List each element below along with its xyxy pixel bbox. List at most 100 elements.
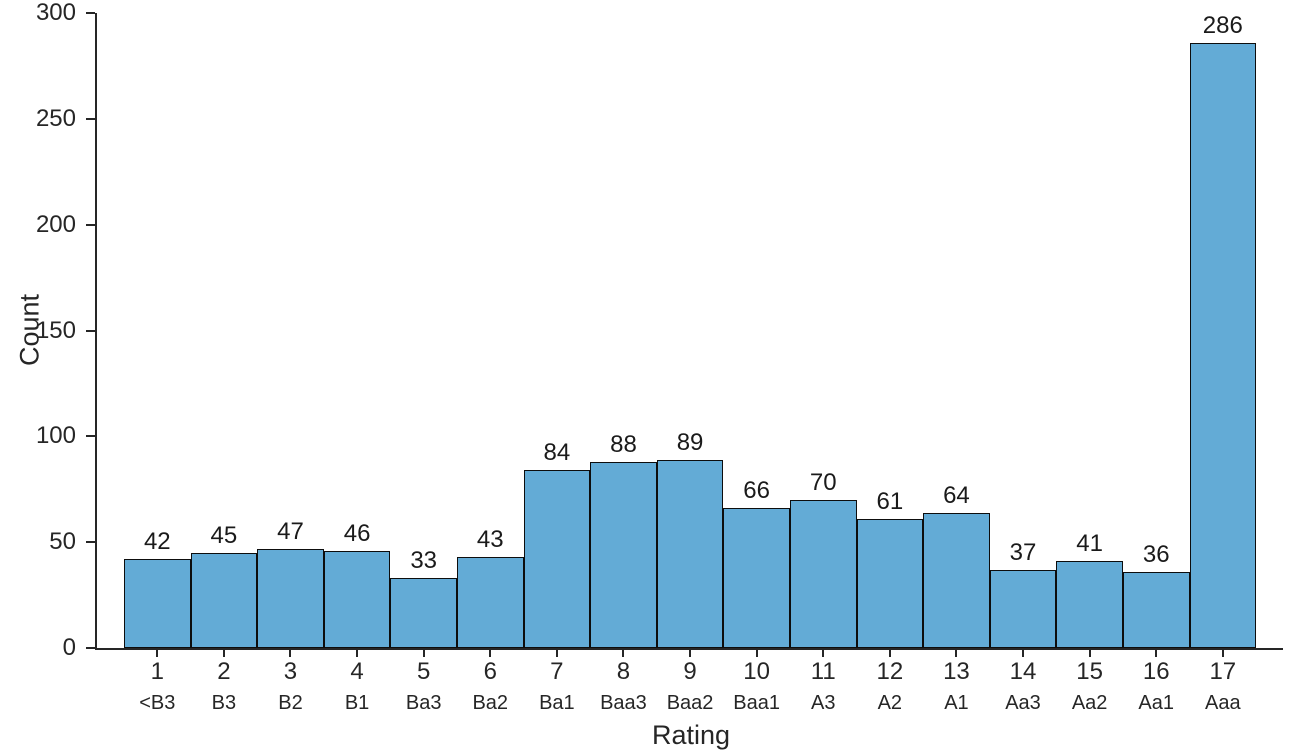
y-tick-label: 300: [35, 0, 76, 26]
x-tick-label-group: 16 Aa1: [1123, 658, 1190, 714]
bar-column: 46: [323, 13, 391, 657]
x-tick-number: 6: [483, 658, 497, 685]
x-tick-number: 2: [217, 658, 231, 685]
bar-value-label: 46: [343, 519, 371, 547]
x-tick-label-group: 17 Aaa: [1190, 658, 1257, 714]
x-tick-label-group: 9 Baa2: [657, 658, 724, 714]
y-axis: 0 50 100 150 200 250 300: [0, 0, 95, 755]
x-tick-rating: Aa1: [1138, 692, 1174, 714]
x-tick-rating: Baa3: [600, 692, 647, 714]
bar: [789, 499, 857, 648]
x-tick-label-group: 13 A1: [923, 660, 990, 714]
bar: [390, 578, 457, 648]
bar-value-label: 286: [1202, 11, 1243, 39]
x-tick-rating: Aa3: [1005, 692, 1041, 714]
x-tick-mark: [955, 650, 958, 657]
bar-column: 37: [989, 13, 1057, 657]
x-tick-mark: [555, 650, 558, 657]
bar-column: 43: [456, 13, 524, 657]
x-tick-rating: B3: [211, 692, 237, 714]
x-tick-rating: Ba3: [405, 692, 442, 714]
y-tick-mark: [86, 435, 95, 438]
y-tick-label: 100: [35, 422, 76, 450]
bar: [257, 548, 324, 648]
bar-column: 36: [1122, 13, 1190, 657]
x-tick-rating: <B3: [139, 692, 176, 714]
bar: [723, 508, 790, 648]
x-tick-number: 17: [1209, 658, 1237, 685]
bar-column: 33: [390, 13, 457, 657]
x-tick-number: 8: [616, 658, 631, 685]
x-tick-rating: Ba2: [472, 692, 509, 714]
x-tick-mark: [422, 650, 425, 657]
x-tick-mark: [822, 650, 825, 657]
bar-value-label: 45: [210, 521, 238, 549]
bar-value-label: 37: [1009, 538, 1037, 566]
x-tick-label-group: 3 B2: [257, 660, 324, 714]
y-tick-mark: [86, 117, 95, 120]
bar-column: 84: [523, 13, 591, 657]
y-tick-label: 50: [49, 528, 76, 556]
x-tick-label-group: 2 B3: [191, 658, 258, 714]
x-tick-mark: [156, 650, 159, 657]
bar-column: 45: [190, 13, 258, 657]
bar-value-label: 43: [476, 525, 504, 553]
x-axis-label: Rating: [651, 720, 731, 750]
x-tick-mark: [1155, 650, 1158, 657]
bar-column: 42: [124, 13, 191, 657]
y-tick-mark: [86, 223, 95, 226]
y-tick-mark: [86, 647, 95, 649]
y-tick-label: 250: [35, 104, 76, 132]
x-tick-mark: [289, 650, 292, 657]
bar-value-label: 89: [676, 428, 704, 456]
bar: [323, 550, 391, 648]
bar: [456, 556, 524, 648]
x-tick-rating: Baa1: [733, 692, 780, 714]
x-tick-label-group: 10 Baa1: [723, 660, 790, 714]
x-tick-rating: Aa2: [1071, 692, 1108, 714]
y-tick-mark: [86, 329, 95, 332]
bar-column: 286: [1189, 11, 1257, 657]
bar-value-label: 70: [809, 468, 837, 496]
bar-value-label: 66: [743, 477, 770, 505]
bar-value-label: 64: [943, 481, 970, 509]
x-tick-mark: [489, 650, 492, 657]
x-tick-label-group: 14 Aa3: [990, 658, 1057, 714]
x-tick-mark: [622, 650, 625, 657]
bar-column: 66: [723, 13, 790, 657]
y-tick-label: 200: [35, 210, 76, 238]
x-tick-rating: B1: [344, 692, 370, 714]
x-tick-rating: Baa2: [666, 692, 714, 714]
bar: [656, 459, 724, 648]
x-tick-number: 5: [416, 658, 431, 685]
bar: [190, 552, 258, 648]
x-tick-number: 16: [1142, 658, 1170, 685]
x-tick-rating: A3: [811, 692, 836, 714]
bar-value-label: 42: [143, 528, 171, 556]
x-tick-mark: [1022, 650, 1025, 657]
bar-value-label: 36: [1142, 540, 1170, 568]
y-tick-label: 0: [62, 634, 76, 661]
x-tick-number: 15: [1076, 658, 1103, 685]
x-tick-rating: Aaa: [1205, 692, 1241, 714]
x-tick-number: 14: [1009, 658, 1037, 685]
x-tick-mark: [1088, 650, 1091, 657]
x-tick-label-group: 5 Ba3: [390, 658, 457, 714]
bar-column: 70: [789, 13, 857, 657]
x-tick-number: 9: [683, 658, 697, 685]
bar: [1189, 42, 1257, 648]
x-tick-rating: A1: [944, 692, 969, 714]
bar: [856, 518, 924, 648]
bar: [523, 470, 591, 648]
bar-value-label: 84: [543, 439, 571, 467]
bar-column: 47: [257, 13, 324, 657]
y-axis-label: Count: [14, 293, 45, 367]
x-tick-number: 11: [810, 658, 836, 685]
bar: [1122, 571, 1190, 648]
x-tick-number: 7: [550, 658, 564, 685]
bar: [124, 559, 191, 648]
x-tick-mark: [1221, 650, 1224, 657]
x-tick-label-group: 15 Aa2: [1056, 658, 1123, 714]
bar-value-label: 61: [876, 487, 904, 515]
